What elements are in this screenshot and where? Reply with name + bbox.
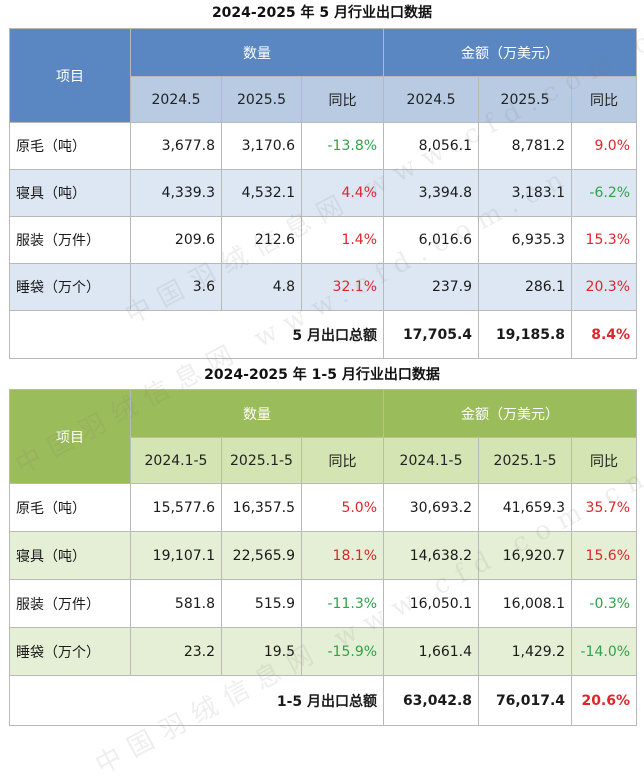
table-row: 服装（万件） 209.6 212.6 1.4% 6,016.6 6,935.3 15.3% — [9, 216, 638, 264]
may-export-table: 项目 数量 金额（万美元） 2024.5 2025.5 同比 2024.5 20… — [8, 28, 638, 359]
cell-qty-yoy: 18.1% — [300, 531, 385, 580]
cell-amount-prev: 8,056.1 — [383, 122, 480, 170]
cell-amount-curr: 1,429.2 — [478, 627, 573, 676]
col-header: 2025.1-5 — [221, 437, 302, 484]
col-header: 同比 — [300, 437, 385, 484]
col-header: 2025.5 — [221, 76, 302, 123]
cell-qty-yoy: 4.4% — [300, 169, 385, 217]
col-header: 2024.5 — [130, 76, 222, 123]
row-label: 原毛（吨） — [9, 122, 131, 170]
cell-amount-curr: 6,935.3 — [478, 216, 573, 264]
header-item: 项目 — [9, 28, 131, 123]
cell-amount-curr: 286.1 — [478, 263, 573, 311]
col-header: 同比 — [300, 76, 385, 123]
table2-title: 2024-2025 年 1-5 月行业出口数据 — [204, 367, 440, 383]
cell-amount-yoy: 15.6% — [571, 531, 638, 580]
cell-amount-prev: 237.9 — [383, 263, 480, 311]
total-amount-curr: 76,017.4 — [478, 675, 573, 726]
total-amount-prev: 63,042.8 — [383, 675, 480, 726]
cell-qty-prev: 3.6 — [130, 263, 222, 311]
row-label: 寝具（吨） — [9, 169, 131, 217]
cell-qty-curr: 16,357.5 — [221, 483, 302, 532]
row-label: 寝具（吨） — [9, 531, 131, 580]
total-yoy: 8.4% — [571, 310, 638, 359]
table1-title: 2024-2025 年 5 月行业出口数据 — [211, 5, 433, 21]
header-item: 项目 — [9, 389, 131, 484]
total-label: 5 月出口总额 — [8, 310, 385, 359]
cell-qty-yoy: 32.1% — [300, 263, 385, 311]
cell-amount-yoy: 20.3% — [571, 263, 638, 311]
cell-qty-curr: 212.6 — [221, 216, 302, 264]
cell-amount-yoy: 35.7% — [571, 483, 638, 532]
header-quantity: 数量 — [129, 389, 385, 438]
col-header: 2024.5 — [383, 76, 480, 123]
table-row: 寝具（吨） 19,107.1 22,565.9 18.1% 14,638.2 16,920… — [9, 531, 638, 580]
table-row: 原毛（吨） 3,677.8 3,170.6 -13.8% 8,056.1 8,781.2 9… — [9, 122, 638, 170]
cell-amount-prev: 16,050.1 — [383, 579, 480, 628]
header-amount: 金额（万美元） — [383, 389, 638, 438]
cell-amount-yoy: -6.2% — [571, 169, 638, 217]
cell-amount-prev: 6,016.6 — [383, 216, 480, 264]
cell-qty-curr: 22,565.9 — [221, 531, 302, 580]
cell-qty-prev: 209.6 — [130, 216, 222, 264]
cell-qty-prev: 3,677.8 — [130, 122, 222, 170]
cell-qty-curr: 4,532.1 — [221, 169, 302, 217]
cell-amount-yoy: -0.3% — [571, 579, 638, 628]
cell-amount-curr: 16,008.1 — [478, 579, 573, 628]
total-amount-curr: 19,185.8 — [478, 310, 573, 359]
col-header: 同比 — [571, 437, 638, 484]
col-header: 同比 — [571, 76, 638, 123]
row-label: 睡袋（万个） — [9, 263, 131, 311]
cell-amount-curr: 3,183.1 — [478, 169, 573, 217]
cell-amount-curr: 41,659.3 — [478, 483, 573, 532]
row-label: 原毛（吨） — [9, 483, 131, 532]
table-row: 睡袋（万个） 3.6 4.8 32.1% 237.9 286.1 20.3% — [9, 263, 638, 311]
table-row: 服装（万件） 581.8 515.9 -11.3% 16,050.1 16,008.1 -0… — [9, 579, 638, 628]
table-row: 睡袋（万个） 23.2 19.5 -15.9% 1,661.4 1,429.2 -14.0% — [9, 627, 638, 676]
cell-amount-prev: 3,394.8 — [383, 169, 480, 217]
table-row: 寝具（吨） 4,339.3 4,532.1 4.4% 3,394.8 3,183.1 -6.… — [9, 169, 638, 217]
cell-qty-curr: 515.9 — [221, 579, 302, 628]
row-label: 服装（万件） — [9, 579, 131, 628]
total-label: 1-5 月出口总额 — [8, 675, 385, 726]
cell-qty-curr: 3,170.6 — [221, 122, 302, 170]
header-amount: 金额（万美元） — [383, 28, 638, 77]
total-yoy: 20.6% — [571, 675, 638, 726]
col-header: 2025.1-5 — [478, 437, 573, 484]
cell-qty-prev: 4,339.3 — [130, 169, 222, 217]
jan-may-export-table: 项目 数量 金额（万美元） 2024.1-5 2025.1-5 同比 2024.… — [8, 389, 638, 726]
col-header: 2025.5 — [478, 76, 573, 123]
cell-qty-prev: 23.2 — [130, 627, 222, 676]
cell-qty-yoy: -15.9% — [300, 627, 385, 676]
cell-qty-curr: 19.5 — [221, 627, 302, 676]
cell-qty-yoy: -11.3% — [300, 579, 385, 628]
cell-amount-curr: 16,920.7 — [478, 531, 573, 580]
cell-qty-curr: 4.8 — [221, 263, 302, 311]
col-header: 2024.1-5 — [130, 437, 222, 484]
cell-qty-prev: 15,577.6 — [130, 483, 222, 532]
cell-amount-prev: 1,661.4 — [383, 627, 480, 676]
cell-amount-curr: 8,781.2 — [478, 122, 573, 170]
cell-amount-yoy: 15.3% — [571, 216, 638, 264]
cell-amount-yoy: -14.0% — [571, 627, 638, 676]
table-row: 原毛（吨） 15,577.6 16,357.5 5.0% 30,693.2 41,659.… — [9, 483, 638, 532]
cell-qty-prev: 581.8 — [130, 579, 222, 628]
cell-amount-yoy: 9.0% — [571, 122, 638, 170]
total-amount-prev: 17,705.4 — [383, 310, 480, 359]
row-label: 睡袋（万个） — [9, 627, 131, 676]
cell-qty-prev: 19,107.1 — [130, 531, 222, 580]
cell-amount-prev: 14,638.2 — [383, 531, 480, 580]
cell-amount-prev: 30,693.2 — [383, 483, 480, 532]
cell-qty-yoy: 5.0% — [300, 483, 385, 532]
cell-qty-yoy: -13.8% — [300, 122, 385, 170]
cell-qty-yoy: 1.4% — [300, 216, 385, 264]
col-header: 2024.1-5 — [383, 437, 480, 484]
header-quantity: 数量 — [129, 28, 385, 77]
row-label: 服装（万件） — [9, 216, 131, 264]
